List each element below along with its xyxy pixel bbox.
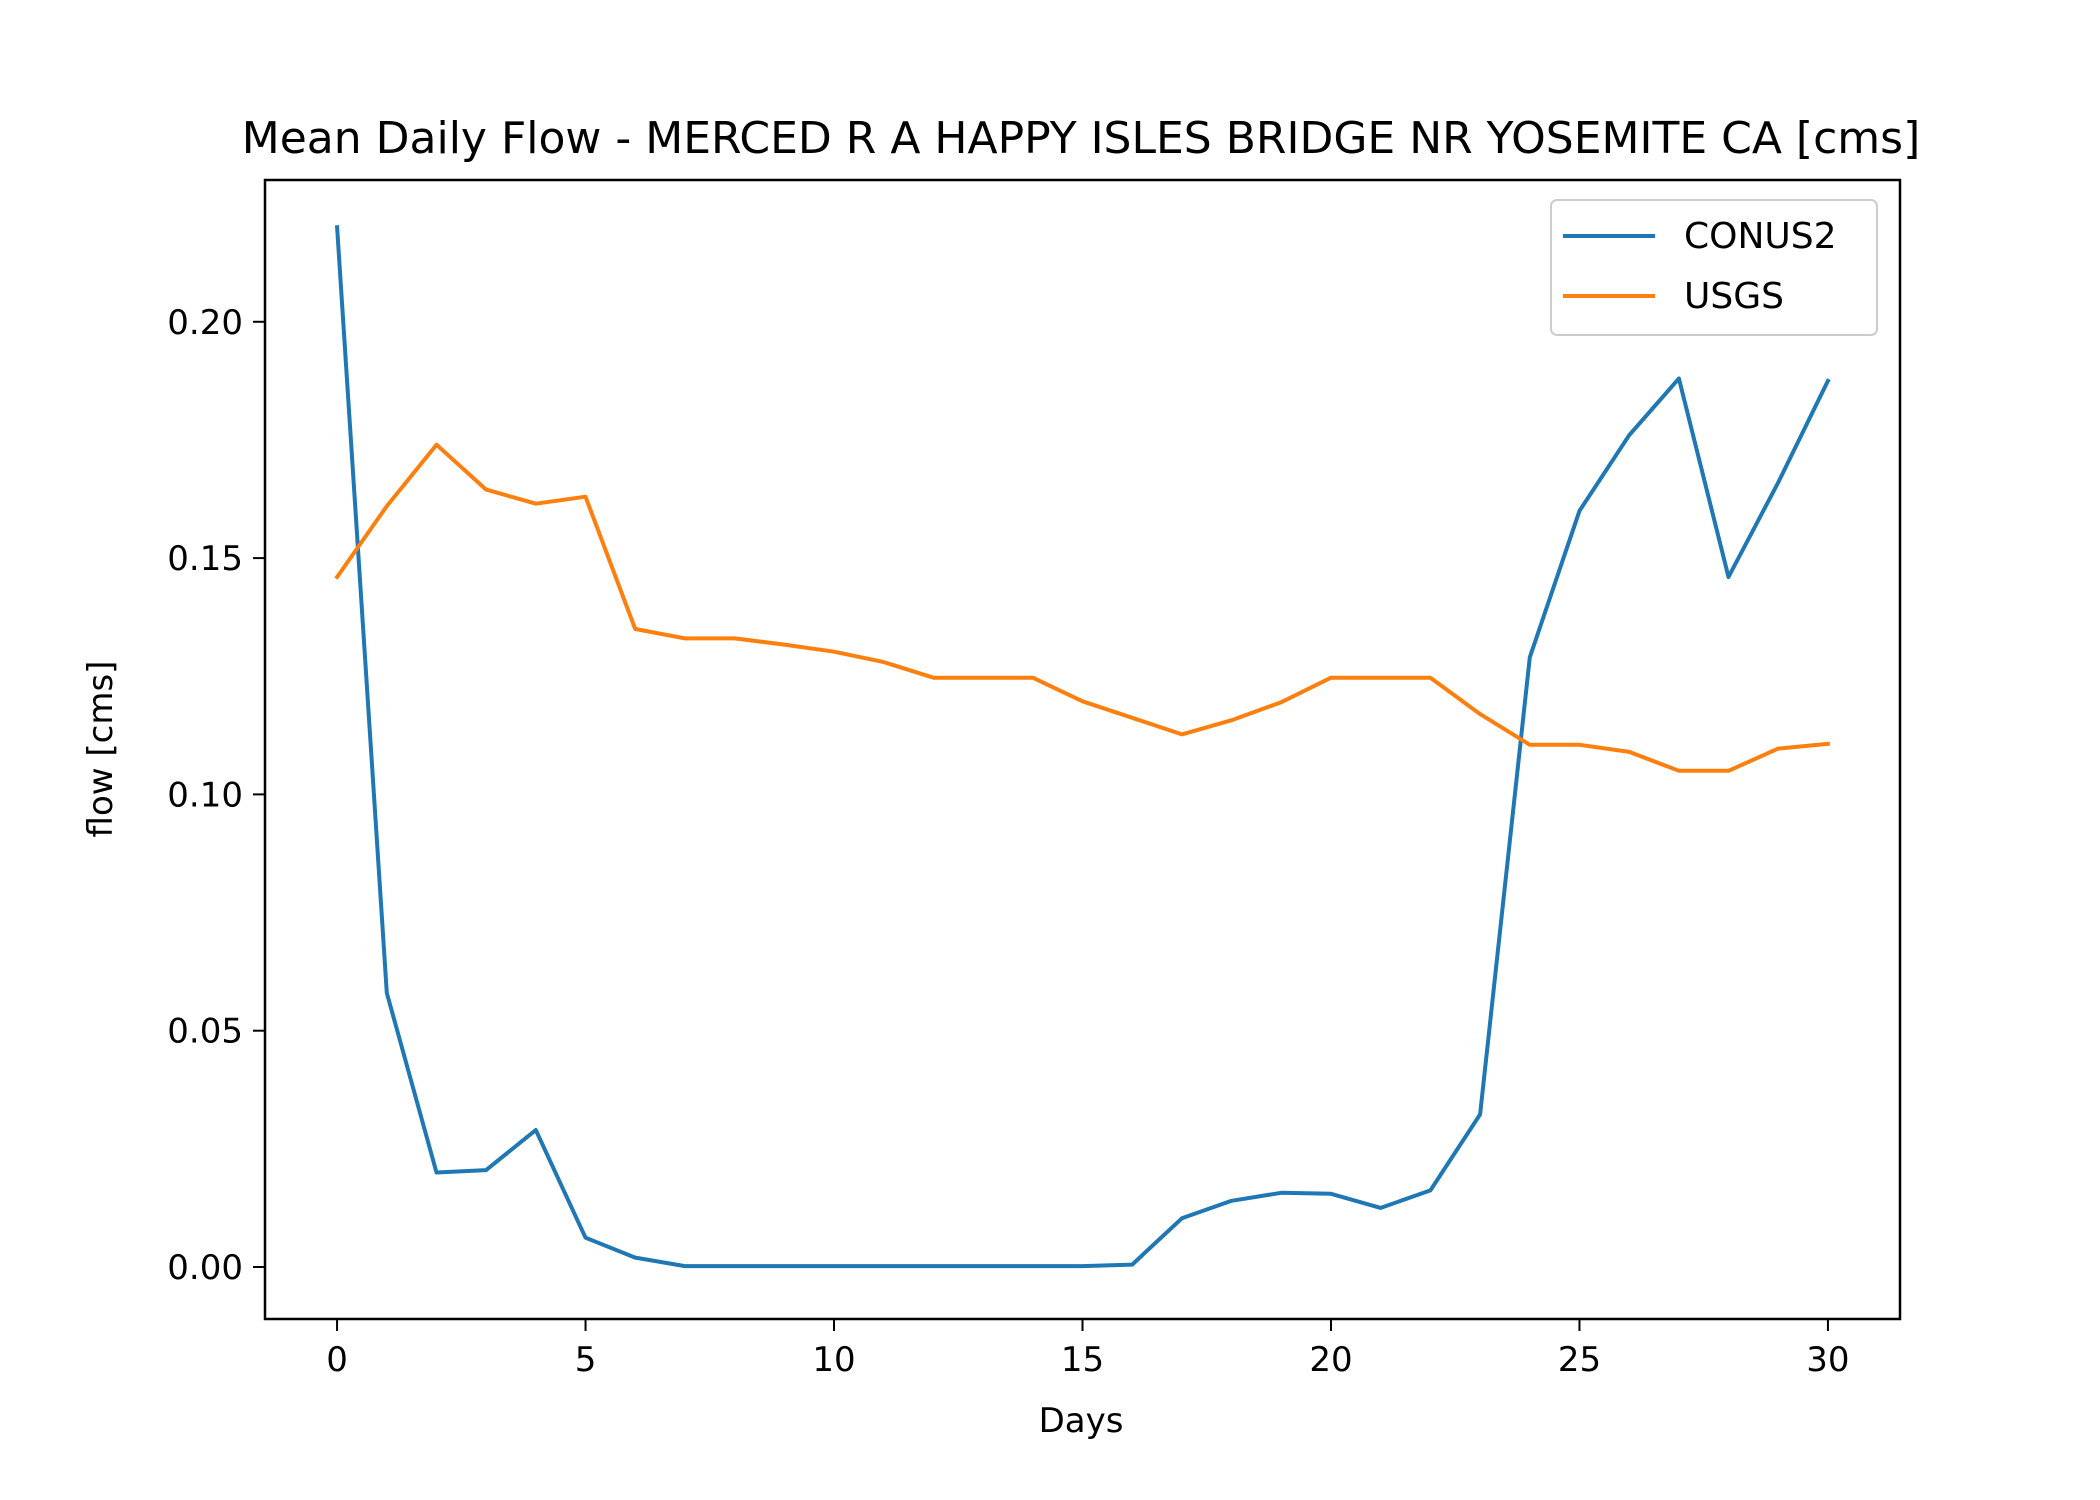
y-tick-label: 0.05 — [167, 1012, 243, 1052]
x-tick-label: 10 — [812, 1340, 855, 1380]
x-tick-label: 30 — [1806, 1340, 1849, 1380]
legend-label-usgs: USGS — [1684, 276, 1784, 317]
legend-box — [1550, 199, 1878, 336]
chart-title: Mean Daily Flow - MERCED R A HAPPY ISLES… — [242, 113, 1920, 164]
x-tick-label: 15 — [1061, 1340, 1104, 1380]
series-line-conus2 — [334, 225, 1831, 1269]
x-axis-ticks: 0 5 10 15 20 25 30 — [326, 1319, 1850, 1380]
y-axis-label: flow [cms] — [81, 661, 121, 838]
y-tick-label: 0.15 — [167, 539, 243, 579]
y-axis-ticks: 0.00 0.05 0.10 0.15 0.20 — [167, 303, 265, 1288]
y-tick-label: 0.20 — [167, 303, 243, 343]
x-tick-label: 0 — [326, 1340, 348, 1380]
x-tick-label: 5 — [575, 1340, 597, 1380]
legend: CONUS2 USGS — [1550, 199, 1878, 336]
x-tick-label: 20 — [1309, 1340, 1352, 1380]
x-tick-label: 25 — [1558, 1340, 1601, 1380]
y-tick-label: 0.00 — [167, 1248, 243, 1288]
legend-label-conus2: CONUS2 — [1684, 216, 1837, 257]
series-layer — [334, 225, 1831, 1269]
series-line-usgs — [334, 442, 1831, 773]
y-tick-label: 0.10 — [167, 775, 243, 815]
x-axis-label: Days — [1039, 1401, 1124, 1441]
